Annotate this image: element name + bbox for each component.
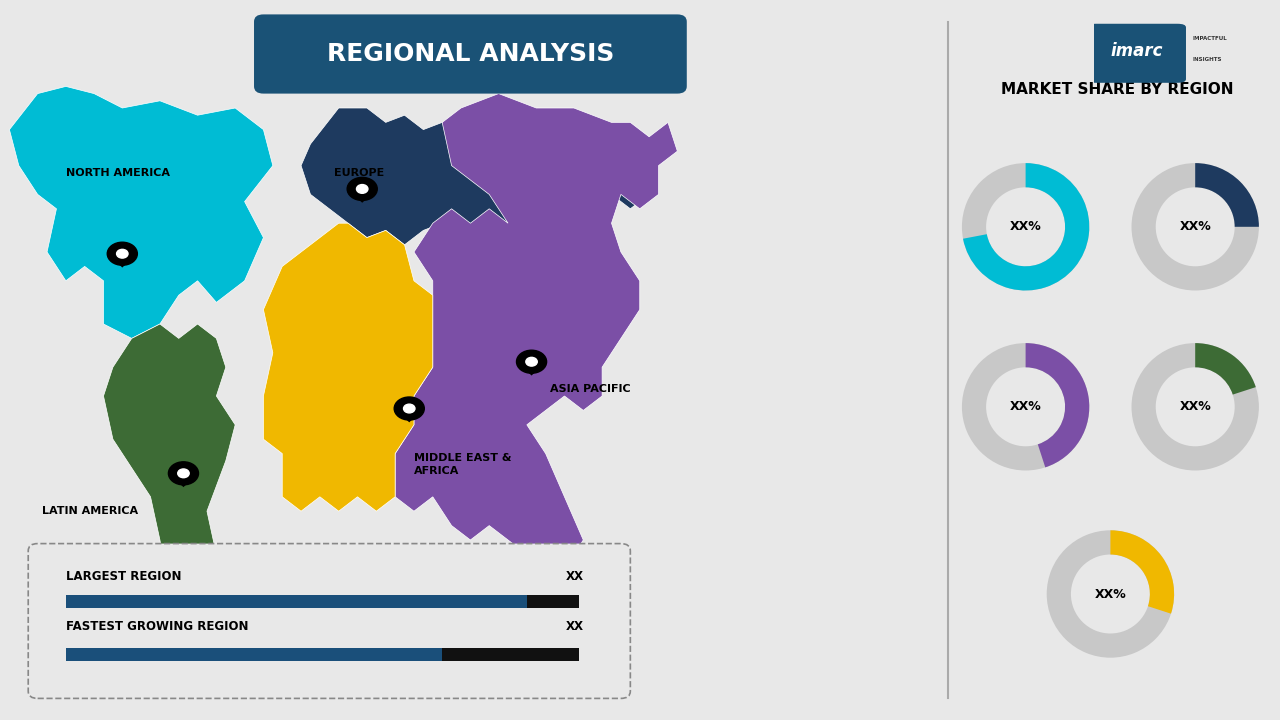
Polygon shape xyxy=(104,324,236,619)
Text: MARKET SHARE BY REGION: MARKET SHARE BY REGION xyxy=(1001,83,1234,97)
Wedge shape xyxy=(961,163,1089,290)
Text: XX%: XX% xyxy=(1010,220,1042,233)
Text: XX%: XX% xyxy=(1179,220,1211,233)
Text: XX%: XX% xyxy=(1010,400,1042,413)
Text: LATIN AMERICA: LATIN AMERICA xyxy=(42,506,138,516)
Text: XX: XX xyxy=(566,570,584,582)
Wedge shape xyxy=(1047,531,1174,657)
Bar xyxy=(442,648,579,661)
Circle shape xyxy=(526,357,538,366)
Wedge shape xyxy=(1025,343,1089,467)
Wedge shape xyxy=(1132,163,1260,290)
Polygon shape xyxy=(348,190,376,203)
Polygon shape xyxy=(301,108,649,245)
Circle shape xyxy=(178,469,189,477)
Circle shape xyxy=(517,350,547,373)
Polygon shape xyxy=(109,255,136,268)
FancyBboxPatch shape xyxy=(28,544,630,698)
Circle shape xyxy=(403,404,415,413)
Wedge shape xyxy=(1196,163,1260,227)
Text: NORTH AMERICA: NORTH AMERICA xyxy=(65,168,170,178)
Wedge shape xyxy=(963,163,1089,290)
Text: ASIA PACIFIC: ASIA PACIFIC xyxy=(550,384,631,394)
Polygon shape xyxy=(396,94,677,569)
Text: XX: XX xyxy=(566,620,584,633)
Circle shape xyxy=(394,397,424,420)
Wedge shape xyxy=(1196,343,1256,395)
Text: MIDDLE EAST &
AFRICA: MIDDLE EAST & AFRICA xyxy=(413,453,512,476)
FancyBboxPatch shape xyxy=(1088,24,1187,83)
Bar xyxy=(65,595,527,608)
FancyBboxPatch shape xyxy=(253,14,687,94)
Text: XX%: XX% xyxy=(1179,400,1211,413)
Circle shape xyxy=(108,242,137,265)
Bar xyxy=(527,595,579,608)
Text: INSIGHTS: INSIGHTS xyxy=(1193,58,1222,62)
Text: EUROPE: EUROPE xyxy=(334,168,384,178)
Text: FASTEST GROWING REGION: FASTEST GROWING REGION xyxy=(65,620,248,633)
Polygon shape xyxy=(9,86,273,338)
Circle shape xyxy=(347,177,378,200)
Polygon shape xyxy=(396,410,422,423)
Text: imarc: imarc xyxy=(1111,42,1164,60)
Wedge shape xyxy=(961,343,1089,470)
Text: REGIONAL ANALYSIS: REGIONAL ANALYSIS xyxy=(326,42,614,66)
Bar xyxy=(65,648,442,661)
Text: XX%: XX% xyxy=(1094,588,1126,600)
Circle shape xyxy=(357,184,367,193)
Circle shape xyxy=(169,462,198,485)
Text: IMPACTFUL: IMPACTFUL xyxy=(1193,36,1228,40)
Wedge shape xyxy=(1132,343,1260,470)
Wedge shape xyxy=(1110,531,1174,613)
Polygon shape xyxy=(170,474,197,487)
Circle shape xyxy=(116,249,128,258)
Polygon shape xyxy=(518,363,545,376)
Text: LARGEST REGION: LARGEST REGION xyxy=(65,570,182,582)
Polygon shape xyxy=(264,223,433,511)
